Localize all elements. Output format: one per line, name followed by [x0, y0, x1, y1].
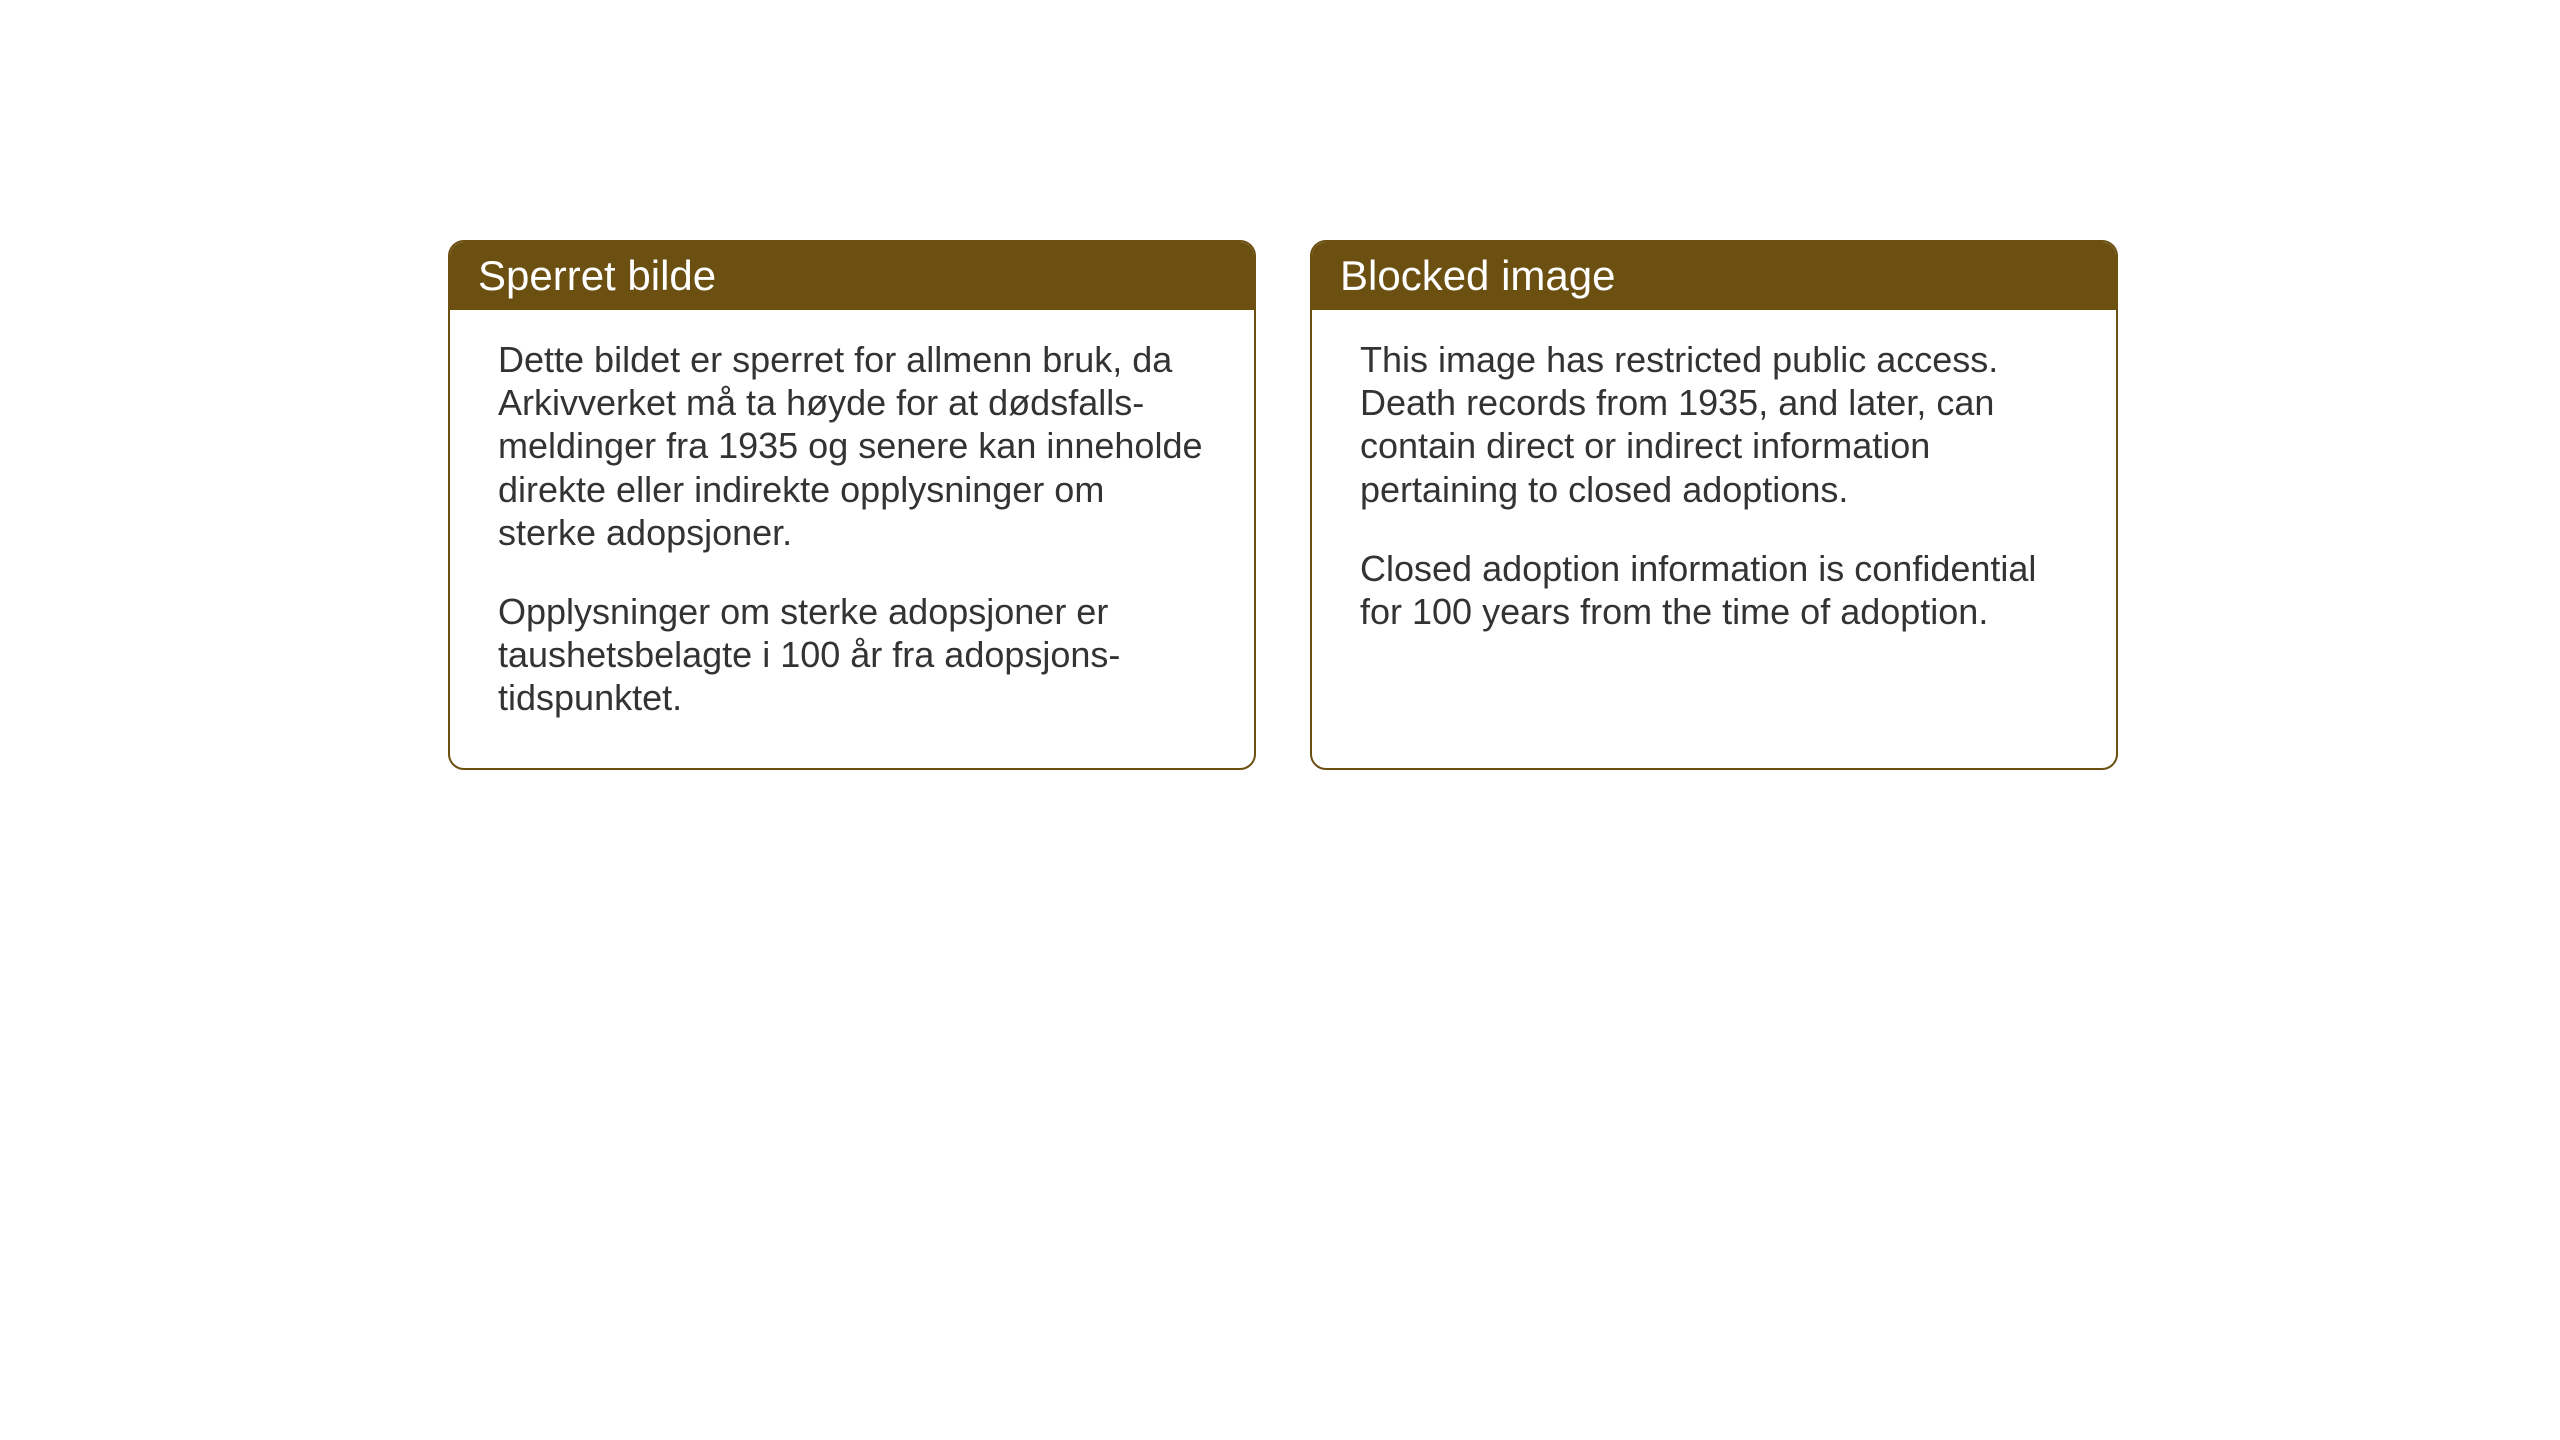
card-paragraph-1-english: This image has restricted public access.…	[1360, 338, 2068, 511]
card-body-english: This image has restricted public access.…	[1312, 310, 2116, 681]
notice-card-norwegian: Sperret bilde Dette bildet er sperret fo…	[448, 240, 1256, 770]
notice-container: Sperret bilde Dette bildet er sperret fo…	[448, 240, 2118, 770]
card-header-english: Blocked image	[1312, 242, 2116, 310]
card-title-norwegian: Sperret bilde	[478, 252, 716, 299]
card-body-norwegian: Dette bildet er sperret for allmenn bruk…	[450, 310, 1254, 768]
card-paragraph-1-norwegian: Dette bildet er sperret for allmenn bruk…	[498, 338, 1206, 554]
card-paragraph-2-norwegian: Opplysninger om sterke adopsjoner er tau…	[498, 590, 1206, 720]
notice-card-english: Blocked image This image has restricted …	[1310, 240, 2118, 770]
card-header-norwegian: Sperret bilde	[450, 242, 1254, 310]
card-title-english: Blocked image	[1340, 252, 1615, 299]
card-paragraph-2-english: Closed adoption information is confident…	[1360, 547, 2068, 633]
